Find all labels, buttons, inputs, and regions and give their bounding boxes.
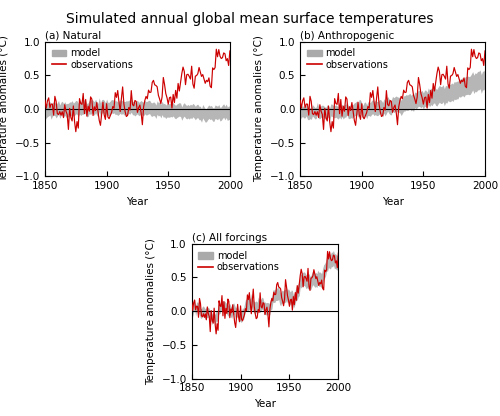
Text: (a) Natural: (a) Natural (45, 31, 101, 41)
Text: (c) All forcings: (c) All forcings (192, 233, 267, 243)
Legend: model, observations: model, observations (305, 47, 390, 72)
X-axis label: Year: Year (126, 197, 148, 207)
Y-axis label: Temperature anomalies (°C): Temperature anomalies (°C) (146, 238, 156, 385)
Legend: model, observations: model, observations (196, 249, 282, 274)
Text: (b) Anthropogenic: (b) Anthropogenic (300, 31, 394, 41)
Legend: model, observations: model, observations (50, 47, 135, 72)
Y-axis label: Temperature anomalies (°C): Temperature anomalies (°C) (254, 35, 264, 183)
X-axis label: Year: Year (254, 399, 276, 409)
X-axis label: Year: Year (382, 197, 404, 207)
Y-axis label: Temperature anomalies (°C): Temperature anomalies (°C) (0, 35, 10, 183)
Text: Simulated annual global mean surface temperatures: Simulated annual global mean surface tem… (66, 12, 434, 27)
